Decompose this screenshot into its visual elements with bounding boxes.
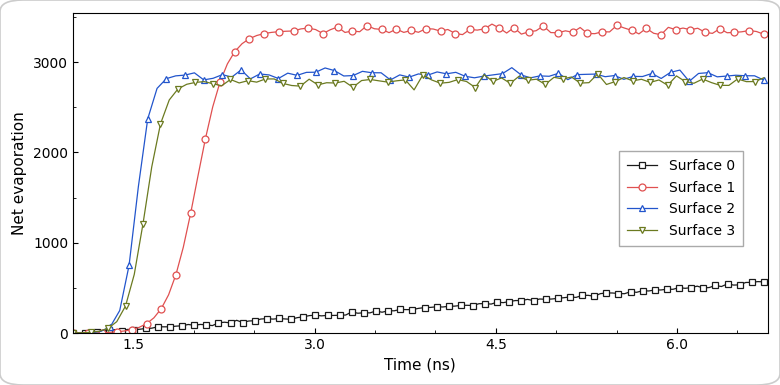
Surface 0 <box>329 313 339 318</box>
Surface 3 <box>698 77 707 81</box>
Surface 2 <box>124 263 133 268</box>
Surface 0 <box>675 285 684 290</box>
Surface 1 <box>583 31 592 36</box>
Surface 2 <box>601 74 610 79</box>
Surface 1 <box>561 28 570 33</box>
Line: Surface 1: Surface 1 <box>69 21 768 336</box>
Surface 1 <box>69 331 78 335</box>
Surface 2 <box>759 78 768 82</box>
Surface 2 <box>694 71 704 76</box>
Line: Surface 2: Surface 2 <box>69 64 768 336</box>
Line: Surface 3: Surface 3 <box>69 70 768 336</box>
Surface 1 <box>98 330 107 335</box>
Surface 0 <box>159 325 168 329</box>
Surface 1 <box>759 32 768 37</box>
Surface 0 <box>759 280 768 284</box>
Surface 3 <box>759 75 768 80</box>
Surface 0 <box>487 302 496 306</box>
Surface 2 <box>647 71 657 76</box>
Surface 2 <box>69 331 78 335</box>
Surface 0 <box>292 315 302 320</box>
Surface 1 <box>193 174 203 178</box>
Surface 2 <box>629 74 638 79</box>
Surface 3 <box>593 72 602 76</box>
Surface 3 <box>497 75 506 80</box>
Surface 1 <box>590 31 600 36</box>
Surface 3 <box>383 80 392 84</box>
X-axis label: Time (ns): Time (ns) <box>385 358 456 373</box>
Surface 0 <box>753 279 763 284</box>
Surface 1 <box>488 22 497 27</box>
Line: Surface 0: Surface 0 <box>69 278 768 336</box>
Surface 3 <box>69 330 78 335</box>
Surface 2 <box>619 77 629 82</box>
Surface 3 <box>549 75 558 80</box>
Surface 0 <box>226 321 236 325</box>
Surface 3 <box>77 330 87 335</box>
Surface 3 <box>488 79 498 84</box>
Surface 3 <box>523 78 533 82</box>
Surface 2 <box>507 65 516 70</box>
Y-axis label: Net evaporation: Net evaporation <box>12 111 27 235</box>
Surface 0 <box>69 331 78 335</box>
Legend: Surface 0, Surface 1, Surface 2, Surface 3: Surface 0, Surface 1, Surface 2, Surface… <box>619 151 743 246</box>
Surface 1 <box>546 30 555 35</box>
